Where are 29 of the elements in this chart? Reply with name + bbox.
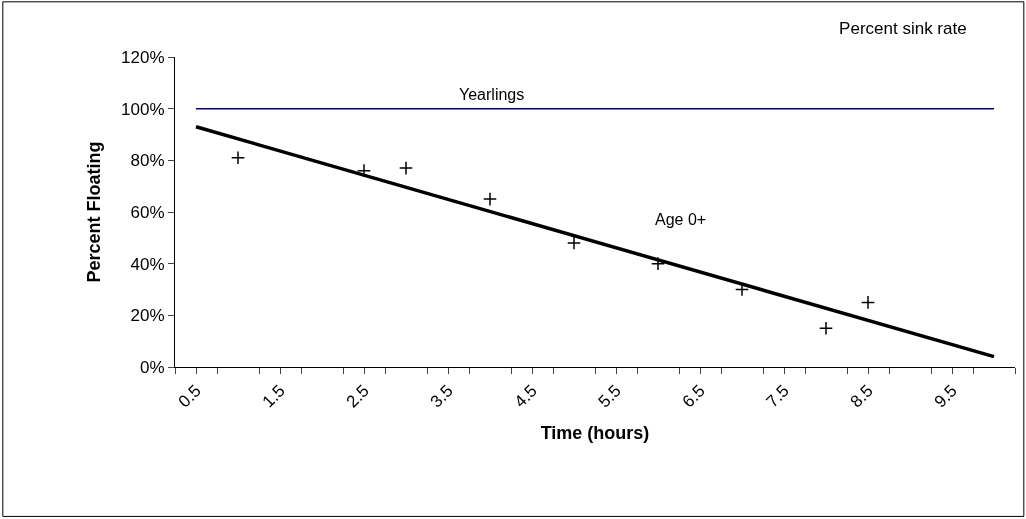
x-tick-label: 1.5	[258, 381, 289, 412]
point	[398, 161, 414, 176]
point	[860, 295, 876, 310]
y-axis-title: Percent Floating	[84, 141, 105, 283]
y-tick-label: 60%	[130, 202, 165, 222]
x-tick-label: 2.5	[342, 381, 373, 412]
y-tick-label: 40%	[130, 254, 165, 274]
point	[230, 150, 246, 165]
x-tick-label: 3.5	[426, 381, 457, 412]
x-tick-label: 5.5	[594, 381, 625, 412]
y-tick-label: 0%	[140, 357, 165, 377]
x-tick-label: 9.5	[930, 381, 961, 412]
y-tick-label: 120%	[121, 47, 165, 67]
point	[818, 321, 834, 336]
chart-title: Percent sink rate	[839, 19, 967, 39]
x-tick-label: 7.5	[762, 381, 793, 412]
point	[566, 235, 582, 251]
y-tick-label: 80%	[130, 151, 165, 171]
y-tick-label: 20%	[130, 306, 165, 326]
series-label: Yearlings	[459, 86, 525, 103]
point	[482, 192, 498, 207]
x-tick-label: 8.5	[846, 381, 877, 412]
x-axis-title: Time (hours)	[540, 422, 650, 443]
y-tick-label: 100%	[121, 99, 165, 119]
x-tick-label: 0.5	[174, 381, 205, 412]
x-tick-label: 4.5	[510, 381, 541, 412]
point	[650, 256, 666, 271]
x-tick-label: 6.5	[678, 381, 709, 412]
series-label: Age 0+	[655, 211, 707, 228]
